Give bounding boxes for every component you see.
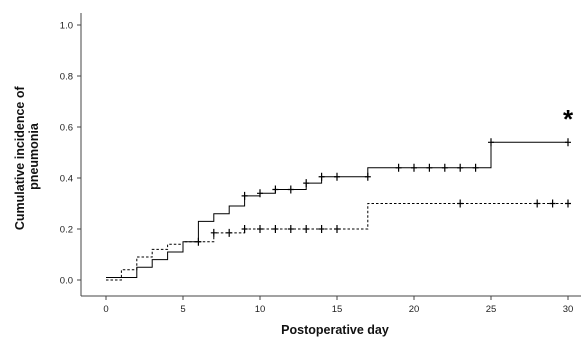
x-tick-label: 20 xyxy=(409,304,420,315)
y-tick-label: 1.0 xyxy=(60,21,73,32)
significance-asterisk: * xyxy=(563,104,574,134)
censor-mark xyxy=(395,163,402,172)
series-2-step-line xyxy=(106,203,568,281)
y-axis-label-line-1: Cumulative incidence of xyxy=(13,86,27,231)
censor-mark xyxy=(426,163,433,172)
censor-mark xyxy=(411,163,417,172)
y-tick-label: 0.2 xyxy=(60,225,73,236)
y-axis-ticks: 0.0 0.2 0.4 0.6 0.8 1.0 xyxy=(60,21,81,287)
censor-mark xyxy=(226,228,233,237)
censor-mark xyxy=(287,185,294,194)
censor-mark xyxy=(241,191,248,200)
censor-mark xyxy=(472,163,479,172)
censor-mark xyxy=(287,225,294,233)
censor-mark xyxy=(364,172,371,181)
y-axis-label: Cumulative incidence of pneumonia xyxy=(13,83,41,230)
y-tick-label: 0.4 xyxy=(60,174,73,185)
censor-mark xyxy=(318,225,325,233)
x-tick-label: 15 xyxy=(332,304,343,315)
censor-mark xyxy=(210,228,217,237)
censor-mark xyxy=(534,199,541,208)
y-tick-label: 0.8 xyxy=(60,72,73,83)
censor-mark xyxy=(549,199,556,208)
x-tick-label: 30 xyxy=(563,304,574,315)
censor-mark xyxy=(318,172,325,181)
censor-mark xyxy=(565,199,571,208)
censor-mark xyxy=(457,199,464,208)
x-axis-label: Postoperative day xyxy=(281,323,389,337)
y-tick-label: 0.6 xyxy=(60,123,73,134)
censor-mark xyxy=(334,172,340,181)
censor-mark xyxy=(441,163,448,172)
y-axis-label-line-2: pneumonia xyxy=(27,122,41,190)
x-tick-label: 0 xyxy=(103,304,108,315)
series-layer xyxy=(106,138,571,281)
series-2-dashed xyxy=(106,199,571,281)
censor-mark xyxy=(457,163,464,172)
y-tick-label: 0.0 xyxy=(60,276,73,287)
series-1-step-line xyxy=(106,141,568,278)
censor-mark xyxy=(303,225,310,233)
censor-mark xyxy=(241,225,248,233)
censor-mark xyxy=(488,138,494,147)
censor-mark xyxy=(565,138,571,147)
series-1-solid xyxy=(106,138,571,278)
censor-mark xyxy=(303,179,310,188)
censor-mark xyxy=(272,225,279,233)
x-tick-label: 10 xyxy=(255,304,266,315)
censor-mark xyxy=(257,225,263,233)
x-tick-label: 5 xyxy=(180,304,185,315)
axes xyxy=(80,13,581,297)
censor-mark xyxy=(272,185,279,194)
x-tick-label: 25 xyxy=(486,304,497,315)
x-axis-ticks: 0 5 10 15 20 25 30 xyxy=(103,296,573,315)
censor-mark xyxy=(257,189,263,198)
censor-mark xyxy=(334,225,340,233)
